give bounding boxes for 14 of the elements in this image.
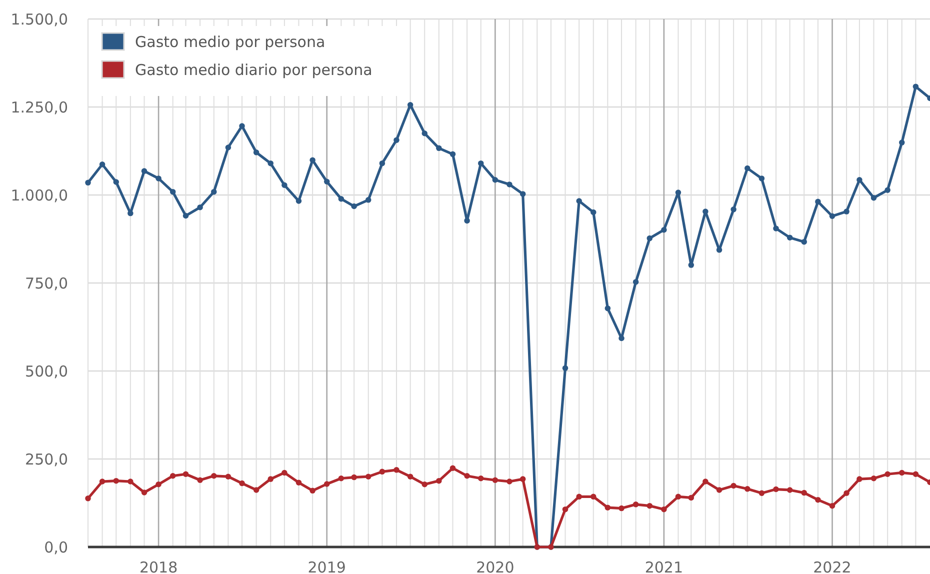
y-tick-label: 1.250,0 xyxy=(10,98,68,116)
x-tick-label: 2021 xyxy=(644,558,684,574)
legend-label: Gasto medio diario por persona xyxy=(135,61,372,79)
y-tick-label: 0,0 xyxy=(44,538,68,556)
x-tick-label: 2019 xyxy=(308,558,346,574)
y-tick-label: 1.000,0 xyxy=(10,186,68,204)
y-tick-label: 1.500,0 xyxy=(10,10,68,28)
x-tick-label: 2020 xyxy=(476,558,514,574)
legend-label: Gasto medio por persona xyxy=(135,33,326,51)
x-tick-label: 2018 xyxy=(139,558,178,574)
x-tick-label: 2022 xyxy=(813,558,852,574)
y-tick-label: 250,0 xyxy=(25,450,68,468)
y-tick-label: 500,0 xyxy=(25,362,68,380)
y-tick-label: 750,0 xyxy=(25,274,68,292)
